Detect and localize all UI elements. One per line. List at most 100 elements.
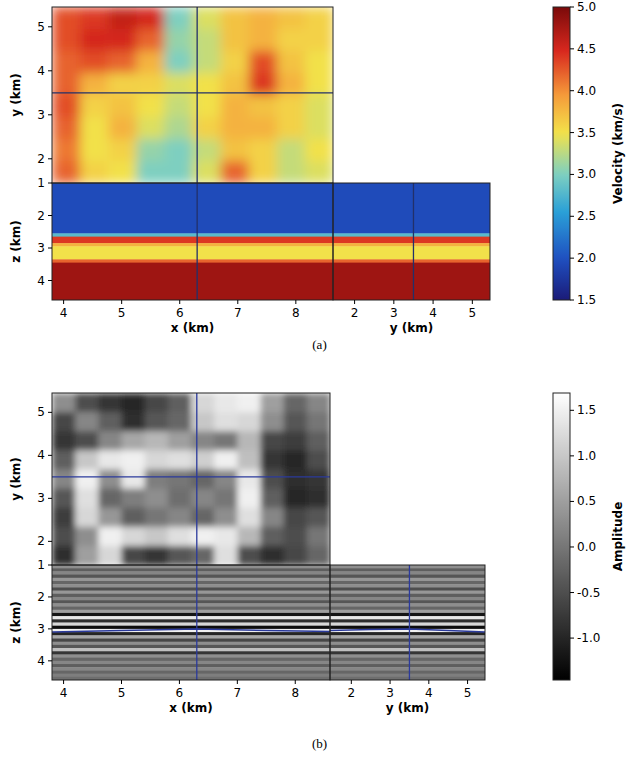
cell bbox=[261, 546, 285, 565]
tick-label: 6 bbox=[176, 686, 184, 700]
tick-label: 4 bbox=[37, 448, 45, 462]
tick-label: 3.5 bbox=[577, 126, 596, 140]
cell bbox=[221, 51, 250, 74]
cell bbox=[164, 7, 193, 30]
cell bbox=[305, 51, 333, 74]
cell bbox=[284, 450, 308, 470]
cell bbox=[191, 431, 215, 451]
cell bbox=[52, 139, 81, 162]
layer bbox=[330, 571, 485, 575]
cell bbox=[145, 546, 169, 565]
layer bbox=[330, 674, 485, 678]
tick-label: 4.5 bbox=[577, 42, 596, 56]
cell bbox=[307, 508, 330, 528]
cell bbox=[168, 489, 192, 509]
cell bbox=[261, 469, 285, 489]
cell bbox=[249, 7, 278, 30]
cell bbox=[136, 139, 165, 162]
cell bbox=[249, 95, 278, 118]
crossline-slice bbox=[333, 183, 490, 300]
cell bbox=[98, 431, 122, 451]
tick-label: 2 bbox=[37, 534, 45, 548]
tick-label: 3.0 bbox=[577, 167, 596, 181]
tick bbox=[467, 680, 468, 684]
cell bbox=[191, 546, 215, 565]
tick-label: 0.5 bbox=[577, 494, 596, 508]
colorbar-title: Velocity (km/s) bbox=[611, 103, 625, 204]
layer bbox=[330, 607, 485, 611]
tick-label: 3 bbox=[390, 306, 398, 320]
layer bbox=[52, 648, 330, 652]
cell bbox=[307, 527, 330, 547]
cell bbox=[191, 489, 215, 509]
tick bbox=[63, 680, 64, 684]
layer bbox=[330, 591, 485, 595]
cell bbox=[214, 489, 238, 509]
tick bbox=[351, 680, 352, 684]
layer bbox=[52, 661, 330, 665]
cell bbox=[214, 469, 238, 489]
slice-line bbox=[196, 7, 197, 300]
tick-label: 1.5 bbox=[577, 403, 596, 417]
layer bbox=[52, 263, 333, 300]
layer bbox=[52, 565, 330, 569]
layer bbox=[52, 587, 330, 591]
cell bbox=[261, 527, 285, 547]
cell bbox=[284, 469, 308, 489]
tick bbox=[393, 300, 394, 304]
layer bbox=[330, 600, 485, 604]
tick-label: 3 bbox=[37, 108, 45, 122]
colorbar bbox=[553, 393, 570, 680]
tick-label: 3 bbox=[37, 241, 45, 255]
layer bbox=[330, 594, 485, 598]
cell bbox=[164, 51, 193, 74]
cell bbox=[261, 393, 285, 413]
cell bbox=[80, 117, 109, 140]
tick-label: 6 bbox=[176, 306, 184, 320]
layer bbox=[333, 246, 490, 259]
tick-label: 2.5 bbox=[577, 209, 596, 223]
cell bbox=[191, 412, 215, 432]
tick-label: 3 bbox=[37, 622, 45, 636]
layer bbox=[52, 581, 330, 585]
cell bbox=[98, 393, 122, 413]
tick bbox=[570, 300, 574, 301]
layer bbox=[52, 667, 330, 671]
cell bbox=[98, 546, 122, 565]
cell bbox=[136, 161, 165, 183]
cell bbox=[136, 51, 165, 74]
tick bbox=[48, 541, 52, 542]
tick-label: 4 bbox=[37, 64, 45, 78]
cell bbox=[168, 527, 192, 547]
tick bbox=[354, 300, 355, 304]
tick-label: 4 bbox=[60, 306, 68, 320]
cell bbox=[237, 527, 261, 547]
cell bbox=[80, 161, 109, 183]
layer bbox=[52, 591, 330, 595]
layer bbox=[52, 600, 330, 604]
slice-line bbox=[52, 476, 330, 477]
tick-label: 2.0 bbox=[577, 251, 596, 265]
layer bbox=[330, 635, 485, 639]
cell bbox=[145, 393, 169, 413]
layer bbox=[333, 237, 490, 244]
cell bbox=[214, 508, 238, 528]
cell bbox=[168, 508, 192, 528]
tick-label: 2 bbox=[347, 686, 355, 700]
cell bbox=[237, 508, 261, 528]
cell bbox=[145, 508, 169, 528]
layer bbox=[52, 642, 330, 646]
tick bbox=[570, 48, 574, 49]
cell bbox=[261, 489, 285, 509]
cell bbox=[145, 489, 169, 509]
cell bbox=[75, 412, 99, 432]
cell bbox=[122, 527, 146, 547]
cell bbox=[168, 546, 192, 565]
slice-line bbox=[413, 183, 414, 300]
cell bbox=[237, 489, 261, 509]
cell bbox=[307, 412, 330, 432]
layer bbox=[52, 578, 330, 582]
tick-label: 2 bbox=[37, 209, 45, 223]
layer bbox=[52, 664, 330, 668]
cell bbox=[277, 139, 306, 162]
